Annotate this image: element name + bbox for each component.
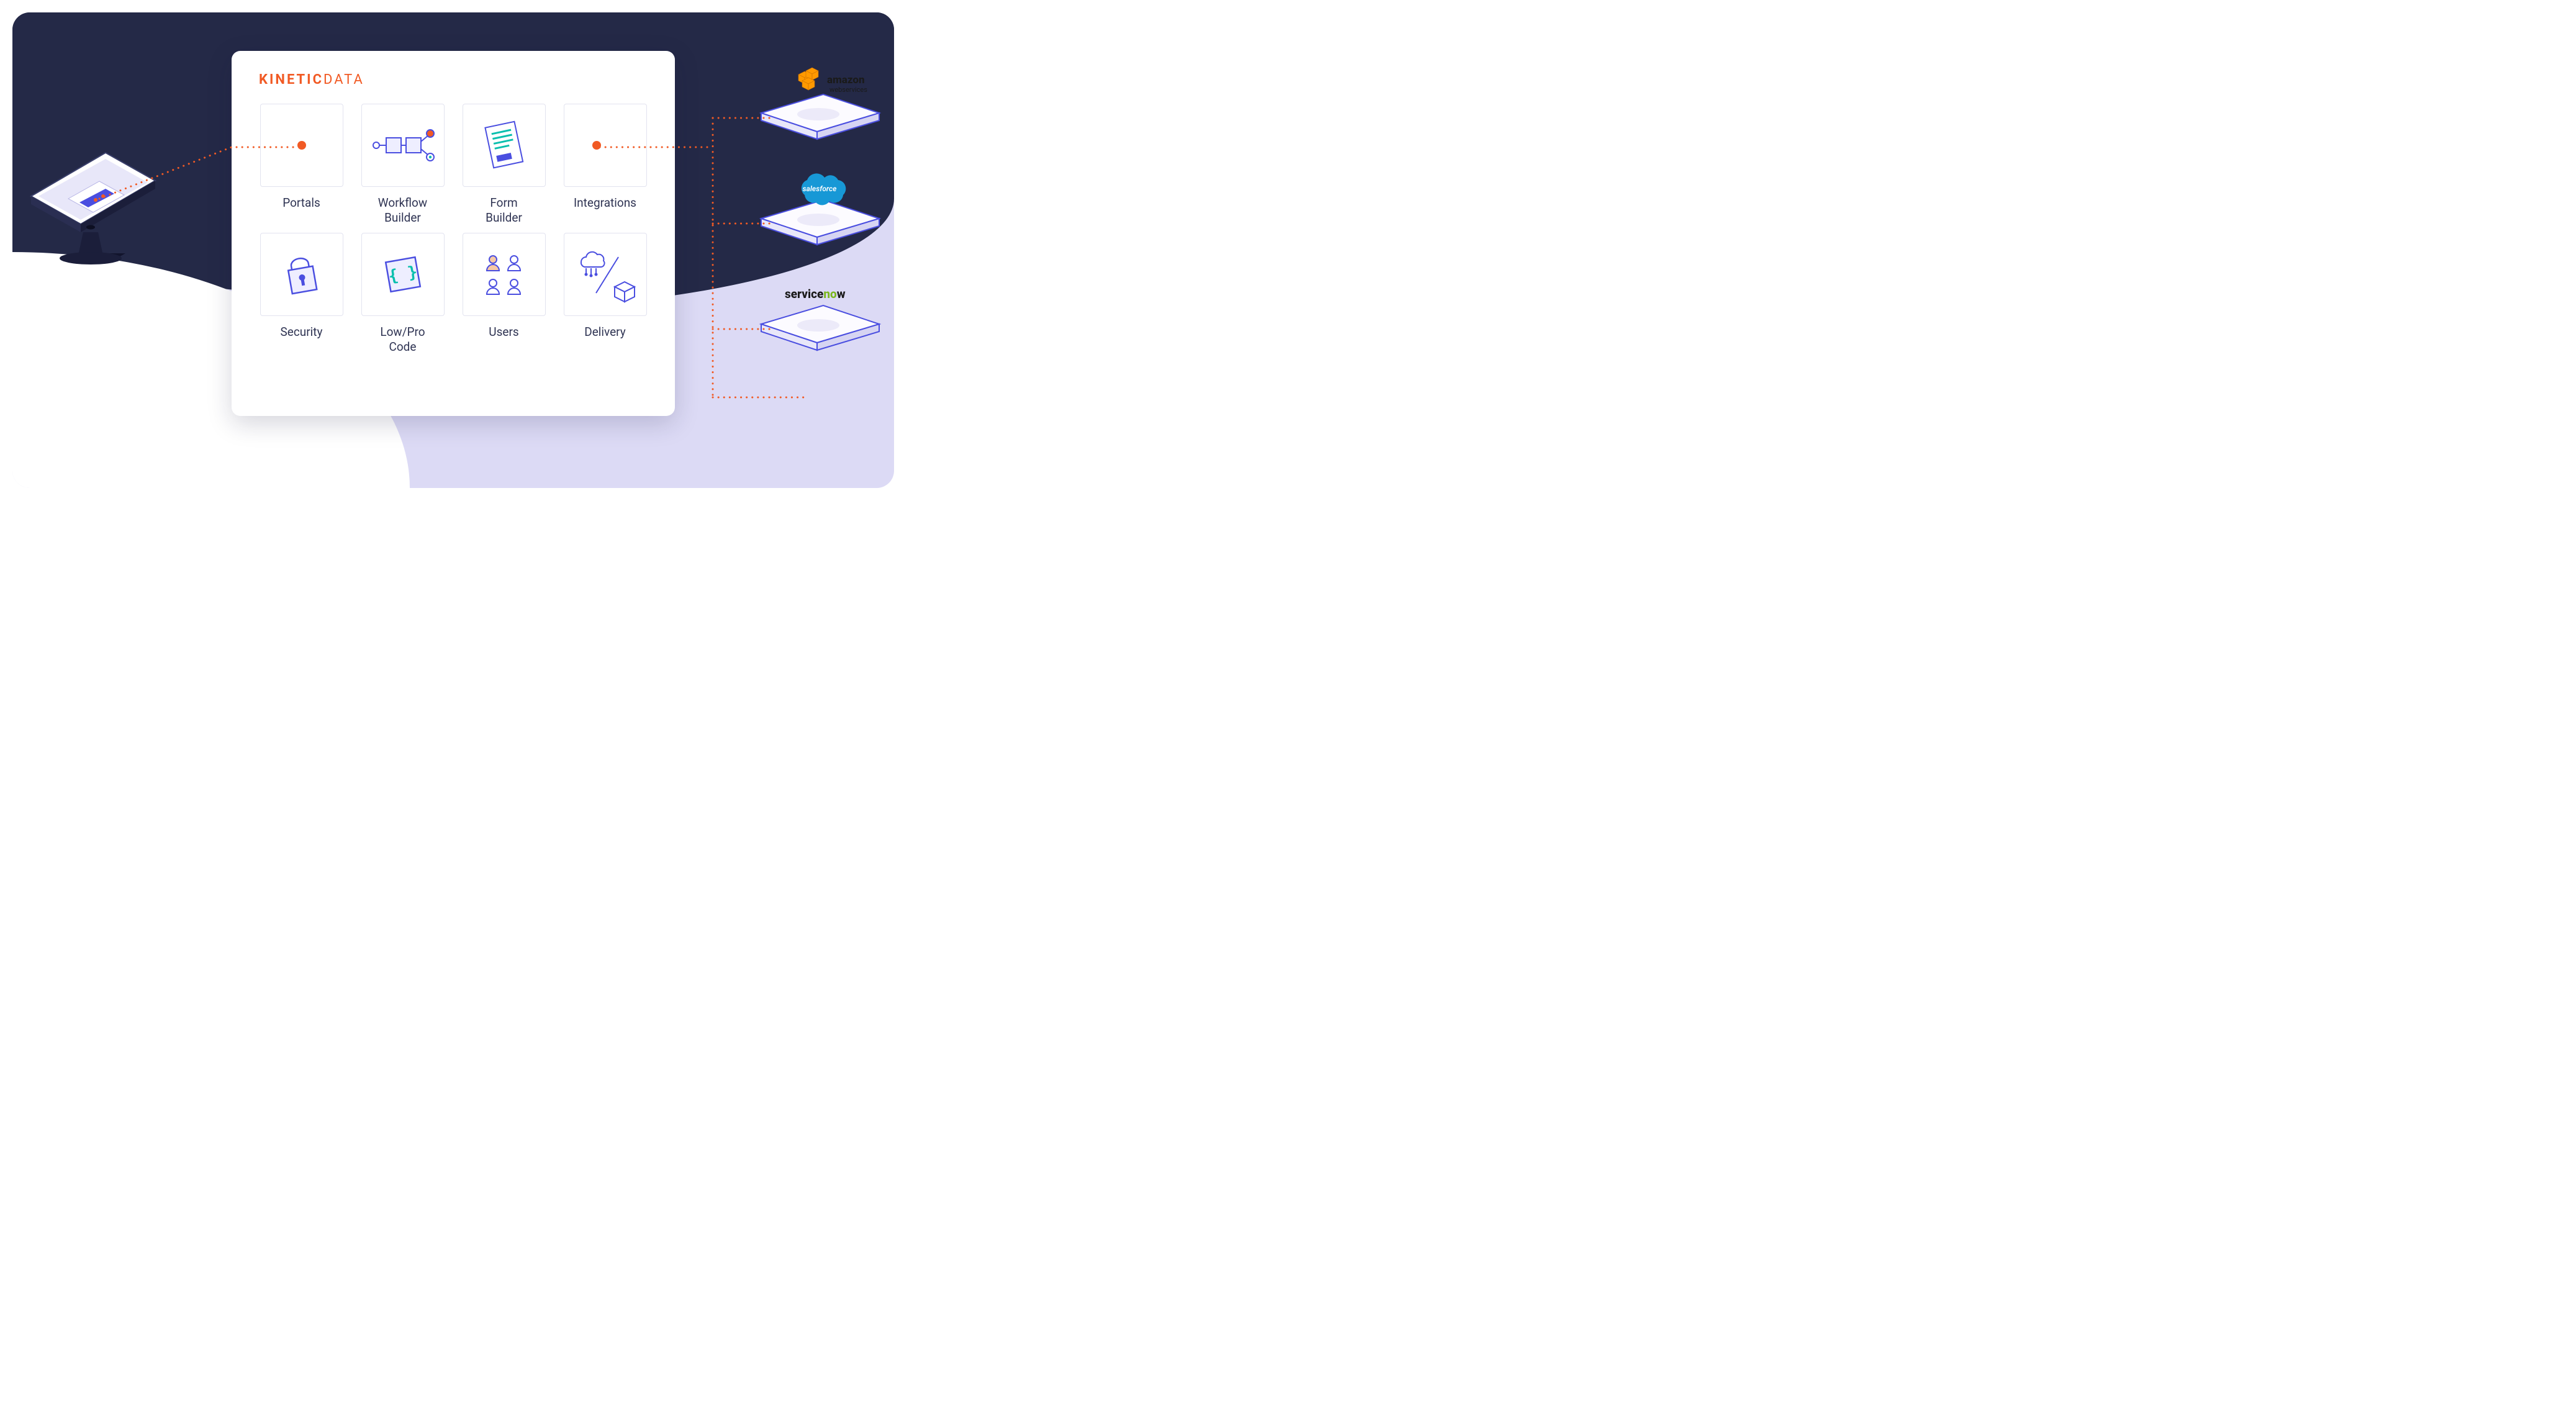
tile-box-delivery (564, 233, 647, 316)
aws-label-1: amazon (827, 74, 865, 86)
tile-label-delivery: Delivery (584, 325, 626, 356)
tile-label-security: Security (280, 325, 322, 356)
tile-box-security (260, 233, 343, 316)
tile-label-portals: Portals (282, 196, 320, 227)
tile-label-workflow: WorkflowBuilder (378, 196, 427, 227)
tile-users: Users (461, 233, 546, 356)
brand-logo-bold: KINETIC (259, 72, 323, 88)
tile-label-users: Users (489, 325, 518, 356)
tile-label-code: Low/ProCode (380, 325, 425, 356)
tile-box-portals (260, 104, 343, 187)
portals-icon (271, 114, 333, 176)
users-icon (473, 243, 535, 305)
tile-integrations: Integrations (563, 104, 648, 227)
tile-box-users (463, 233, 546, 316)
brand-logo: KINETICDATA (259, 72, 648, 88)
tile-box-form (463, 104, 546, 187)
tile-delivery: Delivery (563, 233, 648, 356)
form-icon (473, 114, 535, 176)
workflow-icon (369, 114, 437, 176)
tile-workflow: WorkflowBuilder (360, 104, 445, 227)
tile-portals: Portals (259, 104, 344, 227)
feature-grid: Portals (259, 104, 648, 356)
tile-box-workflow (361, 104, 445, 187)
tile-label-form: FormBuilder (486, 196, 522, 227)
aws-label-2: webservices (829, 86, 867, 94)
platform-aws: amazon webservices (755, 60, 885, 134)
tile-label-integrations: Integrations (574, 196, 636, 227)
product-card: KINETICDATA Portals (232, 51, 675, 416)
servicenow-pre: service (785, 287, 823, 301)
tile-box-integrations (564, 104, 647, 187)
brand-logo-light: DATA (323, 72, 364, 88)
tile-form: FormBuilder (461, 104, 546, 227)
platform-salesforce: salesforce (755, 165, 885, 240)
delivery-icon (571, 243, 639, 305)
platform-servicenow: servicenow (755, 271, 885, 345)
integrations-icon (574, 114, 636, 176)
monitor-icon (25, 147, 161, 283)
lock-icon (271, 243, 333, 305)
tile-code: { } Low/ProCode (360, 233, 445, 356)
tile-security: Security (259, 233, 344, 356)
tile-box-code: { } (361, 233, 445, 316)
servicenow-accent: no (823, 287, 837, 301)
infographic-canvas: KINETICDATA Portals (0, 0, 906, 500)
svg-text:servicenow: servicenow (785, 287, 846, 301)
code-icon: { } (372, 243, 434, 305)
servicenow-post: w (837, 287, 846, 301)
salesforce-label: salesforce (803, 184, 837, 193)
